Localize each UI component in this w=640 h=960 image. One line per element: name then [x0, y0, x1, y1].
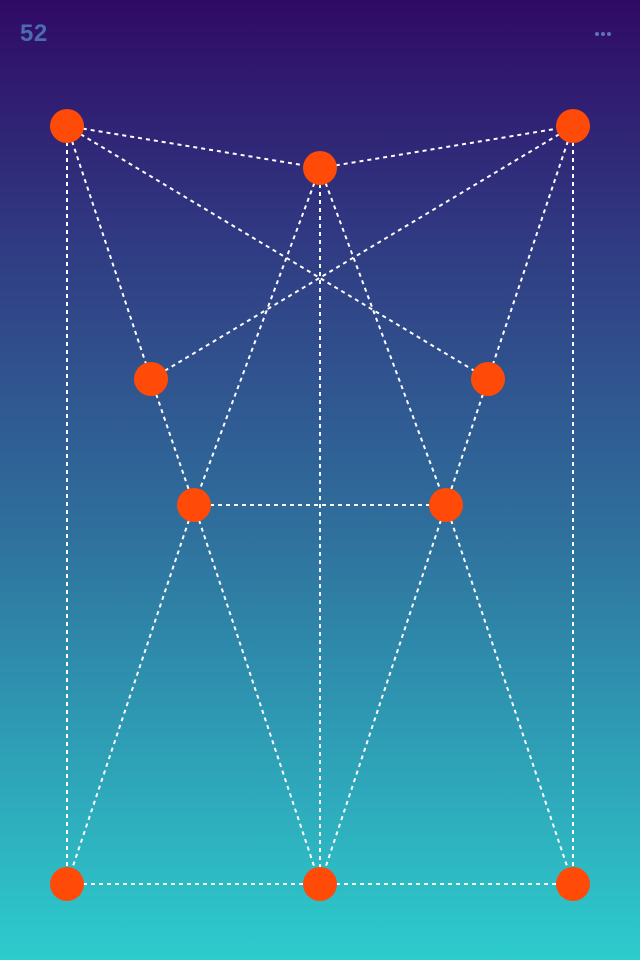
edge-n2-n7 [319, 167, 447, 506]
edge-n5-n7 [445, 378, 489, 506]
node-n1[interactable] [50, 109, 84, 143]
edge-n4-n6 [150, 378, 195, 506]
more-dots-icon [595, 32, 599, 36]
node-n5[interactable] [471, 362, 505, 396]
more-dots-icon-dot [601, 32, 605, 36]
edge-n7-n10 [445, 504, 574, 885]
edge-n6-n8 [66, 504, 195, 885]
node-n6[interactable] [177, 488, 211, 522]
node-n8[interactable] [50, 867, 84, 901]
edge-n3-n5 [487, 125, 574, 380]
edge-n1-n4 [66, 125, 152, 380]
edge-n2-n6 [193, 167, 321, 506]
nodes-layer [50, 109, 590, 901]
node-n2[interactable] [303, 151, 337, 185]
edges-layer [66, 125, 574, 885]
edge-n6-n9 [193, 504, 321, 885]
edge-n1-n5 [66, 125, 489, 380]
node-n9[interactable] [303, 867, 337, 901]
node-n3[interactable] [556, 109, 590, 143]
edge-n2-n3 [319, 125, 574, 169]
more-menu-button[interactable] [590, 22, 616, 46]
node-n4[interactable] [134, 362, 168, 396]
edge-n7-n9 [319, 504, 447, 885]
edge-n1-n2 [66, 125, 321, 169]
node-n10[interactable] [556, 867, 590, 901]
more-dots-icon-dot [607, 32, 611, 36]
node-n7[interactable] [429, 488, 463, 522]
level-number: 52 [20, 20, 48, 47]
edge-n3-n4 [150, 125, 574, 380]
